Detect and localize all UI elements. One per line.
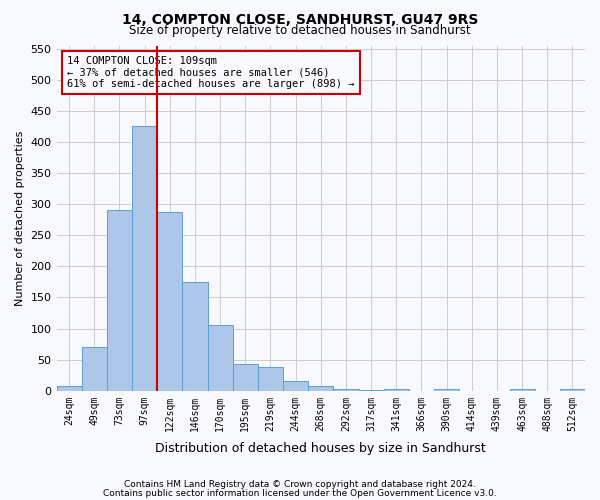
Bar bbox=[560, 389, 585, 391]
Bar bbox=[182, 282, 208, 391]
Bar bbox=[334, 389, 359, 391]
X-axis label: Distribution of detached houses by size in Sandhurst: Distribution of detached houses by size … bbox=[155, 442, 486, 455]
Bar bbox=[283, 382, 308, 391]
Bar bbox=[56, 386, 82, 391]
Bar bbox=[157, 212, 182, 391]
Bar bbox=[359, 390, 383, 391]
Text: 14, COMPTON CLOSE, SANDHURST, GU47 9RS: 14, COMPTON CLOSE, SANDHURST, GU47 9RS bbox=[122, 12, 478, 26]
Text: Size of property relative to detached houses in Sandhurst: Size of property relative to detached ho… bbox=[129, 24, 471, 37]
Bar bbox=[233, 364, 258, 391]
Bar bbox=[132, 126, 157, 391]
Text: Contains HM Land Registry data © Crown copyright and database right 2024.: Contains HM Land Registry data © Crown c… bbox=[124, 480, 476, 489]
Bar bbox=[82, 347, 107, 391]
Bar bbox=[509, 389, 535, 391]
Bar bbox=[208, 326, 233, 391]
Text: 14 COMPTON CLOSE: 109sqm
← 37% of detached houses are smaller (546)
61% of semi-: 14 COMPTON CLOSE: 109sqm ← 37% of detach… bbox=[67, 56, 355, 89]
Bar bbox=[383, 389, 409, 391]
Text: Contains public sector information licensed under the Open Government Licence v3: Contains public sector information licen… bbox=[103, 488, 497, 498]
Bar bbox=[434, 389, 459, 391]
Bar bbox=[308, 386, 334, 391]
Y-axis label: Number of detached properties: Number of detached properties bbox=[15, 130, 25, 306]
Bar bbox=[107, 210, 132, 391]
Bar bbox=[258, 367, 283, 391]
